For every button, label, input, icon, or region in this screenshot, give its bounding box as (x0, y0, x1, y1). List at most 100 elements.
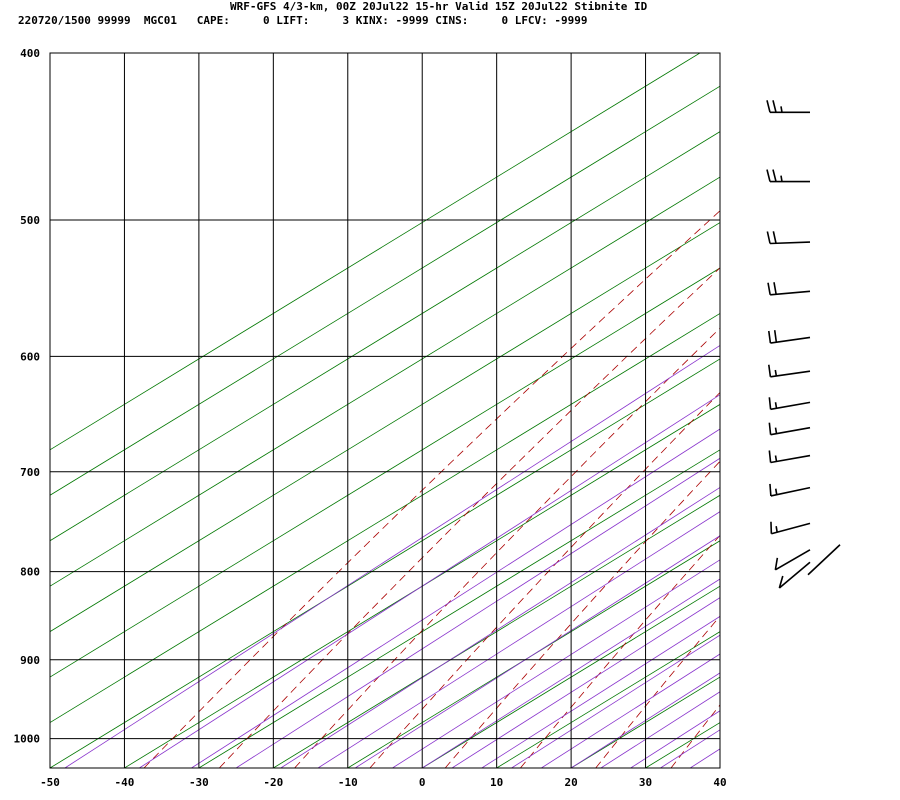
mixing-ratio-line (235, 457, 720, 768)
y-tick-label: 700 (20, 466, 40, 479)
wind-barb (770, 521, 811, 535)
x-tick-label: 10 (490, 776, 503, 789)
wind-barb (807, 544, 841, 576)
wind-barb (768, 397, 811, 411)
wind-barb (767, 364, 811, 378)
background-lines (50, 53, 900, 768)
barb-flag (773, 282, 777, 295)
isotherm-line (869, 53, 900, 768)
isotherm-line (496, 631, 720, 768)
mixing-ratio-line (422, 578, 720, 768)
dry-adiabat-line (444, 460, 720, 768)
isotherm-line (50, 53, 701, 451)
barb-half-flag (774, 402, 778, 409)
barb-flag (773, 330, 778, 343)
barb-flag (768, 397, 772, 410)
dewpoint-point (759, 552, 761, 554)
y-tick-label: 600 (20, 350, 40, 363)
dry-adiabat-line (294, 327, 720, 768)
x-axis: -50 -40 -30 -20 -10 0 10 20 30 40 (40, 776, 727, 789)
y-tick-label: 400 (20, 47, 40, 60)
dry-adiabat-line (143, 210, 720, 768)
plot-frame (49, 52, 721, 769)
wind-barb (766, 100, 810, 114)
x-tick-label: 30 (639, 776, 652, 789)
mixing-ratio-line (191, 428, 720, 768)
mixing-ratio-line (392, 559, 720, 768)
y-tick-label: 1000 (14, 733, 41, 746)
y-tick-label: 800 (20, 566, 40, 579)
barb-shaft (807, 544, 841, 576)
barb-half-flag (780, 175, 783, 182)
isotherm-line (273, 494, 720, 768)
barb-half-flag (774, 488, 778, 495)
wind-barb (778, 561, 811, 589)
dry-adiabat-line (520, 534, 720, 768)
mixing-ratio-line (280, 486, 720, 768)
barb-half-flag (774, 369, 778, 377)
wind-barb (768, 422, 811, 436)
wind-barb (766, 231, 811, 245)
barb-flag (778, 575, 784, 589)
wind-barb (768, 450, 811, 464)
barb-half-flag (775, 526, 778, 533)
temperature-point (895, 564, 897, 566)
barb-flag (767, 282, 771, 295)
isotherm-line (645, 722, 720, 768)
mixing-ratio-line (317, 511, 720, 768)
isotherm-line (50, 131, 720, 542)
x-tick-label: 0 (419, 776, 426, 789)
isotherm-line (50, 85, 720, 496)
dewpoint-point (746, 564, 748, 566)
wind-barb (769, 483, 811, 497)
mixing-ratio-line (511, 634, 720, 768)
y-tick-label: 500 (20, 214, 40, 227)
isotherm-line (50, 267, 720, 678)
x-tick-label: -40 (115, 776, 135, 789)
x-tick-label: -20 (263, 776, 283, 789)
dry-adiabat-line (670, 704, 720, 768)
header-title: WRF-GFS 4/3-km, 00Z 20Jul22 15-hr Valid … (230, 0, 648, 13)
wind-barb (774, 549, 811, 571)
isotherm-line (347, 540, 720, 768)
mixing-ratio-line (481, 615, 720, 768)
mixing-ratio-line (139, 394, 720, 768)
barb-shaft (770, 370, 811, 378)
barb-shaft (770, 290, 811, 296)
wind-barb (767, 330, 811, 344)
barb-half-flag (774, 455, 778, 462)
barb-half-flag (780, 106, 783, 113)
mixing-ratio-line (451, 597, 720, 768)
isotherm-line (124, 403, 720, 768)
y-tick-label: 900 (20, 654, 40, 667)
barb-flag (772, 231, 777, 244)
isotherm-line (50, 358, 720, 768)
mixing-ratio-line (690, 748, 720, 768)
x-tick-label: -30 (189, 776, 209, 789)
x-tick-label: -50 (40, 776, 60, 789)
isotherm-line (719, 767, 720, 768)
barb-flag (772, 169, 777, 182)
isotherm-line (198, 449, 720, 768)
mixing-ratio-line (630, 710, 720, 768)
barb-flag (766, 169, 771, 182)
mixing-ratio-line (355, 535, 720, 768)
mixing-ratio-line (660, 729, 720, 768)
wind-barb (767, 282, 811, 296)
barb-flag (772, 100, 777, 113)
dry-adiabat-line (595, 615, 720, 768)
barb-flag (774, 557, 779, 570)
x-tick-label: -10 (338, 776, 358, 789)
dry-adiabat-line (219, 267, 720, 768)
barb-flag (767, 364, 772, 377)
temperature-profile-line (896, 112, 900, 565)
dry-adiabat-line (822, 53, 900, 768)
isotherm-line (794, 53, 900, 768)
header-indices: 220720/1500 99999 MGC01 CAPE: 0 LIFT: 3 … (18, 14, 588, 27)
barb-flag (768, 450, 772, 463)
mixing-ratio-line (64, 344, 720, 768)
barb-shaft (769, 241, 811, 245)
barb-flag (766, 100, 771, 113)
barb-shaft (774, 549, 811, 571)
